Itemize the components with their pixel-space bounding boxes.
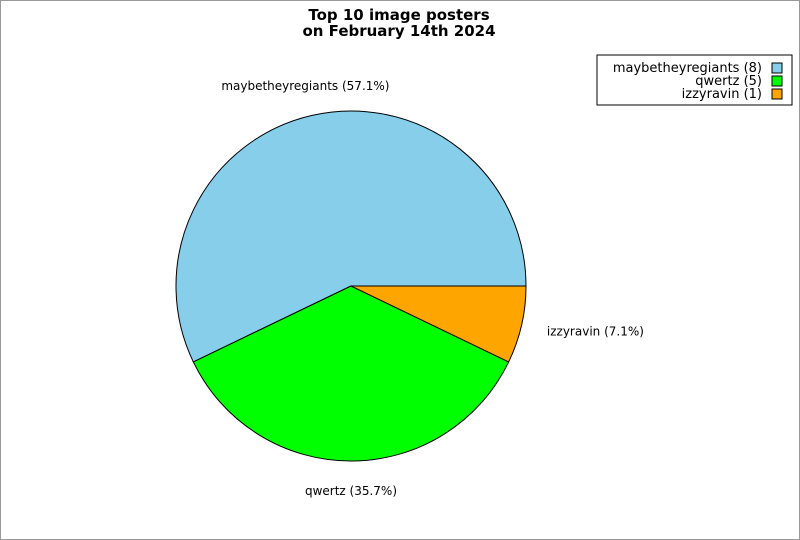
legend-swatch-qwertz: [771, 75, 783, 87]
pie-slice-qwertz: [192, 285, 510, 462]
chart-title: Top 10 image posters: [308, 6, 489, 24]
legend-label-izzyravin: izzyravin (1): [682, 87, 762, 102]
legend-swatch-izzyravin: [771, 88, 783, 100]
slice-label-izzyravin: izzyravin (7.1%): [547, 325, 644, 339]
pie-slice-labels: maybetheyregiants (57.1%) qwertz (35.7%) i…: [221, 79, 644, 498]
legend-swatch-maybetheyregiants: [771, 62, 783, 74]
legend-label-qwertz: qwertz (5): [695, 74, 762, 89]
pie-slices: [175, 110, 527, 462]
legend: maybetheyregiants (8)qwertz (5)izzyravin…: [596, 54, 793, 106]
chart-subtitle: on February 14th 2024: [302, 22, 495, 40]
slice-label-qwertz: qwertz (35.7%): [305, 484, 397, 498]
legend-box: [596, 54, 793, 106]
legend-label-maybetheyregiants: maybetheyregiants (8): [613, 61, 762, 76]
pie-slice-izzyravin: [350, 285, 527, 363]
slice-label-maybetheyregiants: maybetheyregiants (57.1%): [221, 79, 389, 93]
pie-slice-maybetheyregiants: [175, 110, 527, 363]
